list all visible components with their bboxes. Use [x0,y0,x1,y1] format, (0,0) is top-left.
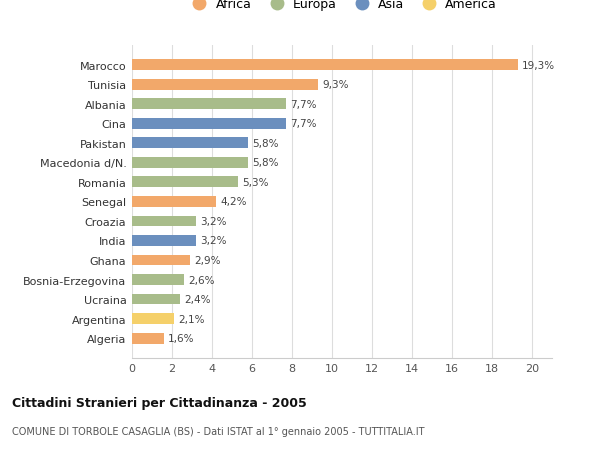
Bar [132,294,180,305]
Bar [132,60,518,71]
Text: 7,7%: 7,7% [290,119,317,129]
Text: 5,8%: 5,8% [252,139,278,148]
Bar [132,118,286,129]
Bar [132,216,196,227]
Text: 4,2%: 4,2% [220,197,247,207]
Bar [132,235,196,246]
Legend: Africa, Europa, Asia, America: Africa, Europa, Asia, America [184,0,500,14]
Text: 19,3%: 19,3% [522,61,555,70]
Text: Cittadini Stranieri per Cittadinanza - 2005: Cittadini Stranieri per Cittadinanza - 2… [12,396,307,409]
Text: 3,2%: 3,2% [200,217,227,226]
Text: 7,7%: 7,7% [290,100,317,109]
Bar [132,255,190,266]
Text: 2,9%: 2,9% [194,256,221,265]
Text: 5,3%: 5,3% [242,178,269,187]
Text: 2,1%: 2,1% [178,314,205,324]
Bar [132,79,318,90]
Text: 2,4%: 2,4% [184,295,211,304]
Bar [132,138,248,149]
Bar [132,177,238,188]
Text: COMUNE DI TORBOLE CASAGLIA (BS) - Dati ISTAT al 1° gennaio 2005 - TUTTITALIA.IT: COMUNE DI TORBOLE CASAGLIA (BS) - Dati I… [12,426,425,436]
Text: 9,3%: 9,3% [322,80,349,90]
Text: 2,6%: 2,6% [188,275,215,285]
Text: 5,8%: 5,8% [252,158,278,168]
Bar [132,313,174,325]
Bar [132,157,248,168]
Bar [132,274,184,285]
Bar [132,99,286,110]
Text: 3,2%: 3,2% [200,236,227,246]
Bar [132,196,216,207]
Text: 1,6%: 1,6% [168,334,194,343]
Bar [132,333,164,344]
